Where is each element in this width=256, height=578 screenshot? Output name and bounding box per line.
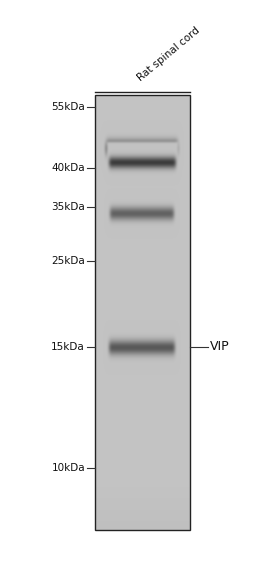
Text: 55kDa: 55kDa	[51, 102, 85, 112]
Text: Rat spinal cord: Rat spinal cord	[136, 25, 202, 83]
Text: 25kDa: 25kDa	[51, 256, 85, 266]
Text: 15kDa: 15kDa	[51, 342, 85, 352]
Bar	[95, 95, 190, 530]
Text: 10kDa: 10kDa	[51, 463, 85, 473]
Text: 40kDa: 40kDa	[51, 163, 85, 173]
Text: VIP: VIP	[210, 340, 230, 354]
Text: 35kDa: 35kDa	[51, 202, 85, 212]
